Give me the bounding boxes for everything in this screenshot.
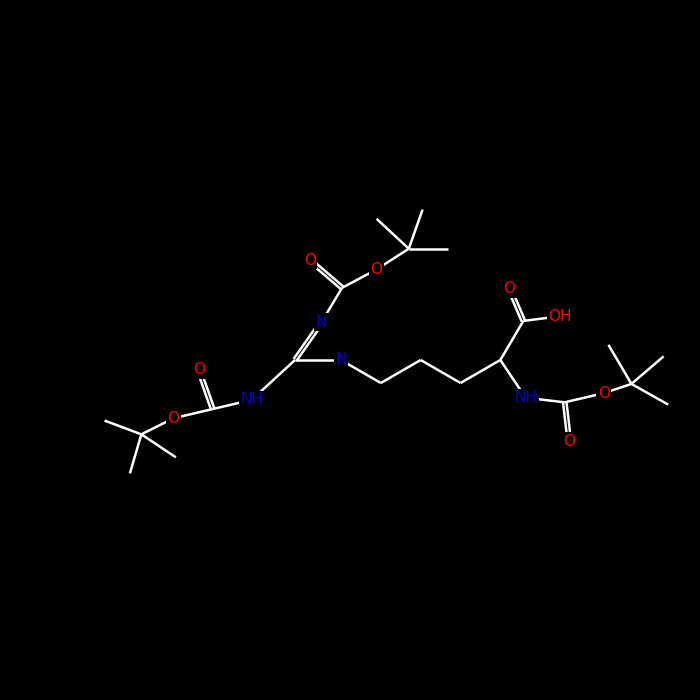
Text: N: N [316, 315, 327, 330]
Text: O: O [598, 386, 610, 400]
Text: O: O [503, 281, 515, 296]
Text: O: O [564, 434, 575, 449]
Text: O: O [370, 262, 383, 277]
Text: NH: NH [240, 392, 263, 407]
Text: O: O [193, 363, 205, 377]
Text: O: O [304, 253, 316, 267]
Text: N: N [335, 353, 346, 368]
Text: O: O [167, 411, 180, 426]
Text: NH: NH [514, 390, 537, 405]
Text: OH: OH [548, 309, 572, 324]
